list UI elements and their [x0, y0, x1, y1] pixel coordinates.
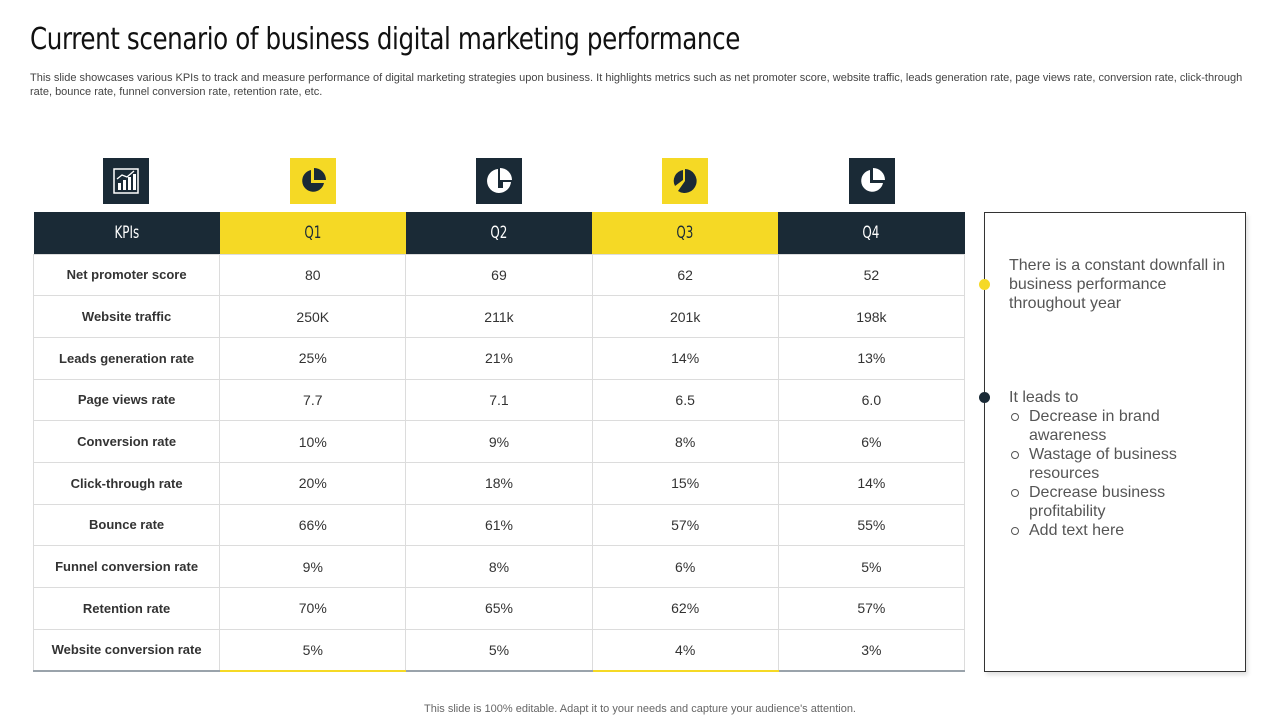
value-cell-q2: 18% — [405, 461, 593, 505]
value-cell-q1: 70% — [219, 587, 407, 630]
kpi-name-cell: Page views rate — [32, 378, 221, 422]
pie-chart-icon — [475, 158, 522, 204]
header-q2: Q2 — [405, 212, 593, 254]
note-consequences: It leads to Decrease in brand awareness … — [1009, 388, 1234, 540]
list-item: Wastage of business resources — [1009, 445, 1234, 483]
value-cell-q3: 62% — [591, 587, 779, 630]
table-header-row: KPIs Q1 Q2 Q3 Q4 — [33, 212, 965, 254]
value-cell-q3: 6.5 — [591, 378, 779, 422]
value-cell-q4: 3% — [777, 628, 966, 672]
header-q1: Q1 — [219, 212, 406, 254]
kpi-name-cell: Website conversion rate — [32, 628, 221, 672]
kpi-name-cell: Click-through rate — [32, 461, 221, 505]
kpi-name-cell: Conversion rate — [32, 420, 221, 463]
kpi-name-cell: Retention rate — [32, 587, 221, 630]
list-item: Decrease business profitability — [1009, 483, 1234, 521]
value-cell-q1: 250K — [219, 295, 407, 338]
icon-cell-q3 — [592, 158, 778, 206]
table-row: Leads generation rate 25% 21% 14% 13% — [32, 336, 966, 380]
icon-row — [33, 158, 965, 206]
table-row: Conversion rate 10% 9% 8% 6% — [32, 420, 966, 463]
icon-cell-q4 — [779, 158, 965, 206]
value-cell-q1: 10% — [219, 420, 407, 463]
note-intro: It leads to — [1009, 389, 1079, 406]
value-cell-q3: 6% — [591, 545, 779, 588]
table-row: Net promoter score 80 69 62 52 — [32, 253, 966, 297]
value-cell-q2: 9% — [405, 420, 593, 463]
bar-chart-icon — [103, 158, 150, 204]
value-cell-q2: 7.1 — [405, 378, 593, 422]
value-cell-q1: 25% — [219, 336, 407, 380]
page-subtitle: This slide showcases various KPIs to tra… — [30, 72, 1243, 98]
kpi-table: KPIs Q1 Q2 Q3 Q4 Net promoter score 80 69 6… — [32, 212, 966, 672]
value-cell-q1: 66% — [219, 503, 407, 547]
value-cell-q3: 14% — [591, 336, 779, 380]
value-cell-q3: 15% — [591, 461, 779, 505]
value-cell-q4: 198k — [777, 295, 966, 338]
value-cell-q1: 5% — [219, 628, 407, 672]
value-cell-q2: 65% — [405, 587, 593, 630]
value-cell-q4: 52 — [777, 253, 966, 297]
icon-cell-kpis — [33, 158, 219, 206]
header-q3: Q3 — [592, 212, 779, 254]
value-cell-q2: 8% — [405, 545, 593, 588]
value-cell-q3: 8% — [591, 420, 779, 463]
value-cell-q1: 80 — [219, 253, 407, 297]
list-item: Add text here — [1009, 521, 1234, 540]
value-cell-q3: 62 — [591, 253, 779, 297]
note-downfall: There is a constant downfall in business… — [1009, 257, 1226, 312]
value-cell-q2: 21% — [405, 336, 593, 380]
value-cell-q1: 20% — [219, 461, 407, 505]
value-cell-q4: 6% — [777, 420, 966, 463]
header-q4: Q4 — [778, 212, 965, 254]
page-title: Current scenario of business digital mar… — [30, 22, 740, 57]
table-row: Funnel conversion rate 9% 8% 6% 5% — [32, 545, 966, 588]
table-row: Click-through rate 20% 18% 15% 14% — [32, 461, 966, 505]
value-cell-q4: 57% — [777, 587, 966, 630]
footer-note: This slide is 100% editable. Adapt it to… — [424, 703, 856, 715]
pie-chart-icon — [289, 158, 336, 204]
pie-chart-icon — [662, 158, 709, 204]
table-row: Page views rate 7.7 7.1 6.5 6.0 — [32, 378, 966, 422]
value-cell-q1: 9% — [219, 545, 407, 588]
table-row: Retention rate 70% 65% 62% 57% — [32, 587, 966, 630]
pie-chart-icon — [848, 158, 895, 204]
icon-cell-q2 — [406, 158, 592, 206]
table-row: Bounce rate 66% 61% 57% 55% — [32, 503, 966, 547]
value-cell-q2: 61% — [405, 503, 593, 547]
value-cell-q1: 7.7 — [219, 378, 407, 422]
notes-panel: There is a constant downfall in business… — [979, 212, 1246, 672]
value-cell-q2: 69 — [405, 253, 593, 297]
value-cell-q3: 4% — [591, 628, 779, 672]
list-item: Decrease in brand awareness — [1009, 407, 1234, 445]
consequence-list: Decrease in brand awareness Wastage of b… — [1009, 407, 1234, 540]
value-cell-q3: 57% — [591, 503, 779, 547]
table-row: Website conversion rate 5% 5% 4% 3% — [32, 628, 966, 672]
kpi-name-cell: Website traffic — [32, 295, 221, 338]
value-cell-q4: 13% — [777, 336, 966, 380]
value-cell-q4: 6.0 — [777, 378, 966, 422]
value-cell-q4: 14% — [777, 461, 966, 505]
table-row: Website traffic 250K 211k 201k 198k — [32, 295, 966, 338]
header-kpis: KPIs — [33, 212, 220, 254]
bullet-dot-yellow — [979, 279, 990, 290]
value-cell-q3: 201k — [591, 295, 779, 338]
value-cell-q2: 5% — [405, 628, 593, 672]
kpi-name-cell: Funnel conversion rate — [32, 545, 221, 588]
kpi-name-cell: Bounce rate — [32, 503, 221, 547]
icon-cell-q1 — [219, 158, 405, 206]
value-cell-q4: 55% — [777, 503, 966, 547]
kpi-name-cell: Leads generation rate — [32, 336, 221, 380]
bullet-dot-dark — [979, 392, 990, 403]
value-cell-q4: 5% — [777, 545, 966, 588]
value-cell-q2: 211k — [405, 295, 593, 338]
kpi-name-cell: Net promoter score — [32, 253, 221, 297]
